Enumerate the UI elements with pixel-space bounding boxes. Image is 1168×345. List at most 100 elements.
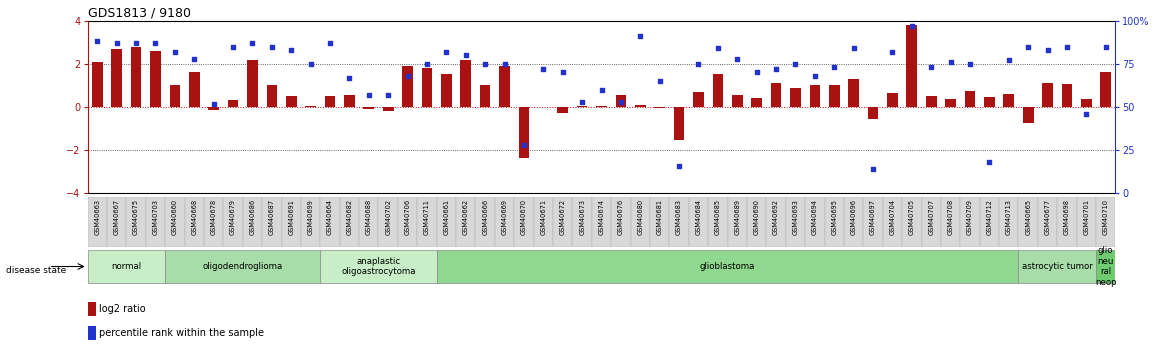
Text: GSM40696: GSM40696 (850, 199, 856, 235)
Bar (790, 88, 801, 107)
Bar (985, 97, 995, 107)
Text: GSM40699: GSM40699 (307, 199, 314, 235)
Bar (131, 47, 141, 107)
Point (398, 73, 417, 79)
Text: GSM40670: GSM40670 (521, 199, 527, 235)
Bar (596, 106, 607, 107)
Bar (378, 197, 398, 247)
Bar (88, 326, 96, 340)
Text: GSM40697: GSM40697 (870, 199, 876, 235)
Text: GSM40684: GSM40684 (695, 199, 702, 235)
Bar (651, 197, 669, 247)
Bar (286, 96, 297, 107)
Text: GSM40703: GSM40703 (153, 199, 159, 235)
Bar (437, 197, 456, 247)
Point (631, 33, 649, 39)
Bar (1062, 84, 1072, 107)
Point (786, 61, 805, 67)
Text: GSM40698: GSM40698 (1064, 199, 1070, 235)
Bar (363, 107, 374, 109)
Bar (320, 197, 340, 247)
Text: GSM40695: GSM40695 (832, 199, 837, 235)
Bar (442, 73, 452, 107)
Bar (165, 197, 185, 247)
Bar (1018, 197, 1038, 247)
Bar (809, 86, 820, 107)
Bar (325, 96, 335, 107)
Bar (728, 197, 748, 247)
Point (185, 56, 203, 61)
Text: GSM40686: GSM40686 (250, 199, 256, 235)
Bar (1023, 107, 1034, 123)
Bar (611, 197, 631, 247)
Bar (208, 107, 218, 110)
Point (107, 40, 126, 46)
Bar (320, 250, 437, 283)
Bar (456, 197, 475, 247)
Text: GSM40663: GSM40663 (95, 199, 100, 235)
Text: GSM40676: GSM40676 (618, 199, 624, 235)
Bar (92, 62, 103, 107)
Point (863, 166, 882, 172)
Text: log2 ratio: log2 ratio (99, 304, 146, 314)
Point (360, 92, 378, 98)
Bar (243, 197, 262, 247)
Bar (572, 197, 592, 247)
Bar (1100, 72, 1111, 107)
Bar (1057, 197, 1077, 247)
Bar (185, 197, 204, 247)
Bar (398, 197, 417, 247)
Text: GSM40669: GSM40669 (501, 199, 508, 235)
Text: GSM40683: GSM40683 (676, 199, 682, 235)
Bar (577, 106, 588, 107)
Text: percentile rank within the sample: percentile rank within the sample (99, 328, 264, 338)
Bar (126, 197, 146, 247)
Text: astrocytic tumor: astrocytic tumor (1022, 262, 1092, 271)
Point (281, 47, 300, 53)
Point (475, 61, 494, 67)
Bar (805, 197, 825, 247)
Point (554, 70, 572, 75)
Bar (941, 197, 960, 247)
Bar (88, 250, 165, 283)
Bar (480, 86, 491, 107)
Bar (1018, 250, 1096, 283)
Bar (359, 197, 378, 247)
Text: GSM40664: GSM40664 (327, 199, 333, 235)
Bar (437, 250, 1018, 283)
Text: GSM40688: GSM40688 (366, 199, 371, 235)
Bar (868, 107, 878, 119)
Text: GSM40672: GSM40672 (559, 199, 565, 235)
Text: GSM40661: GSM40661 (444, 199, 450, 235)
Text: GSM40677: GSM40677 (1044, 199, 1050, 235)
Text: GSM40708: GSM40708 (947, 199, 953, 235)
Bar (689, 197, 708, 247)
Text: GSM40707: GSM40707 (929, 199, 934, 235)
Point (88, 39, 106, 44)
Bar (766, 197, 786, 247)
Point (960, 61, 979, 67)
Text: GSM40665: GSM40665 (1026, 199, 1031, 235)
Text: GSM40705: GSM40705 (909, 199, 915, 235)
Bar (519, 107, 529, 158)
Bar (534, 197, 552, 247)
Bar (262, 197, 281, 247)
Bar (712, 73, 723, 107)
Text: GSM40675: GSM40675 (133, 199, 139, 235)
Bar (980, 197, 999, 247)
Bar (345, 95, 355, 107)
Text: GSM40712: GSM40712 (987, 199, 993, 235)
Bar (635, 105, 646, 107)
Bar (111, 49, 121, 107)
Text: GSM40668: GSM40668 (192, 199, 197, 235)
Text: GSM40666: GSM40666 (482, 199, 488, 235)
Bar (422, 68, 432, 107)
Bar (848, 79, 858, 107)
Bar (189, 72, 200, 107)
Point (1057, 44, 1076, 49)
Bar (281, 197, 301, 247)
Point (612, 99, 631, 105)
Bar (960, 197, 980, 247)
Point (437, 49, 456, 55)
Bar (340, 197, 359, 247)
